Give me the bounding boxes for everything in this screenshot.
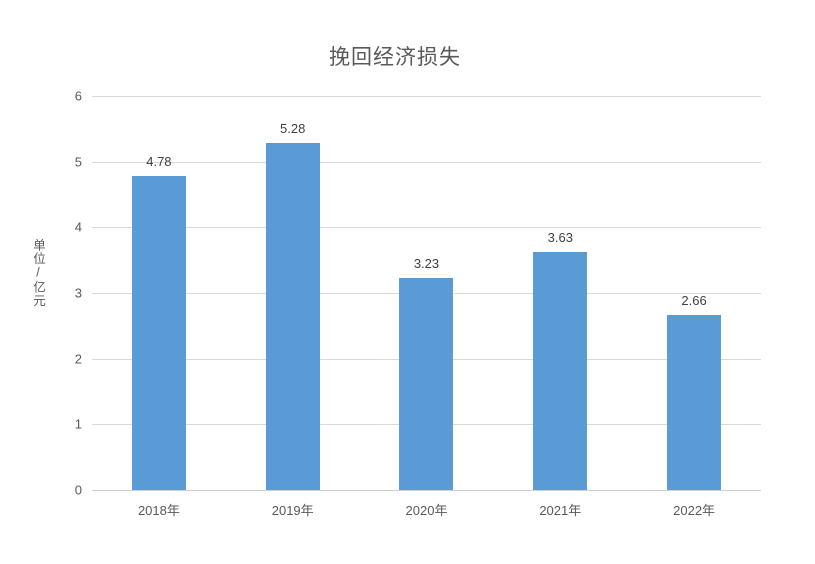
y-tick-label: 1 [74, 416, 82, 432]
gridline [92, 227, 761, 229]
bar-group: 3.63 [493, 96, 627, 490]
bar-value-label: 3.63 [547, 229, 573, 245]
plot-area: 4.78 5.28 3.23 3.63 2.66 [92, 96, 761, 491]
bar-value-label: 2.66 [681, 293, 707, 309]
x-tick-label: 2021年 [539, 503, 582, 518]
x-tick-label: 2022年 [673, 503, 716, 518]
x-tick-label: 2018年 [137, 503, 180, 518]
y-tick-label: 5 [74, 154, 82, 170]
bar-value-label: 3.23 [413, 255, 440, 271]
gridline [92, 161, 761, 163]
bar-group: 3.23 [360, 96, 494, 490]
y-tick-label: 4 [74, 219, 82, 235]
bar-value-label: 4.78 [146, 154, 172, 170]
chart-title: 挽回经济损失 [329, 46, 461, 69]
bar [667, 315, 722, 490]
bar [533, 251, 588, 490]
y-tick-label: 2 [74, 351, 82, 367]
x-tick-label: 2019年 [271, 503, 314, 518]
y-axis-label: 单位/亿元 [31, 238, 45, 308]
bar [399, 277, 454, 490]
bar-value-label: 5.28 [280, 121, 306, 137]
x-tick-label: 2020年 [405, 503, 448, 518]
gridline [92, 490, 761, 491]
y-axis-ticks: 0 1 2 3 4 5 6 [0, 89, 82, 498]
bar-group: 5.28 [226, 96, 360, 490]
y-tick-label: 3 [74, 285, 82, 301]
y-tick-label: 0 [74, 482, 82, 498]
bar [265, 143, 320, 490]
bar [131, 176, 186, 490]
bar-group: 4.78 [92, 96, 226, 490]
x-axis-ticks: 2018年 2019年 2020年 2021年 2022年 [92, 500, 761, 519]
y-tick-label: 6 [74, 88, 82, 104]
bars-layer: 4.78 5.28 3.23 3.63 2.66 [92, 96, 761, 490]
gridline [92, 96, 761, 97]
bar-group: 2.66 [627, 96, 761, 490]
